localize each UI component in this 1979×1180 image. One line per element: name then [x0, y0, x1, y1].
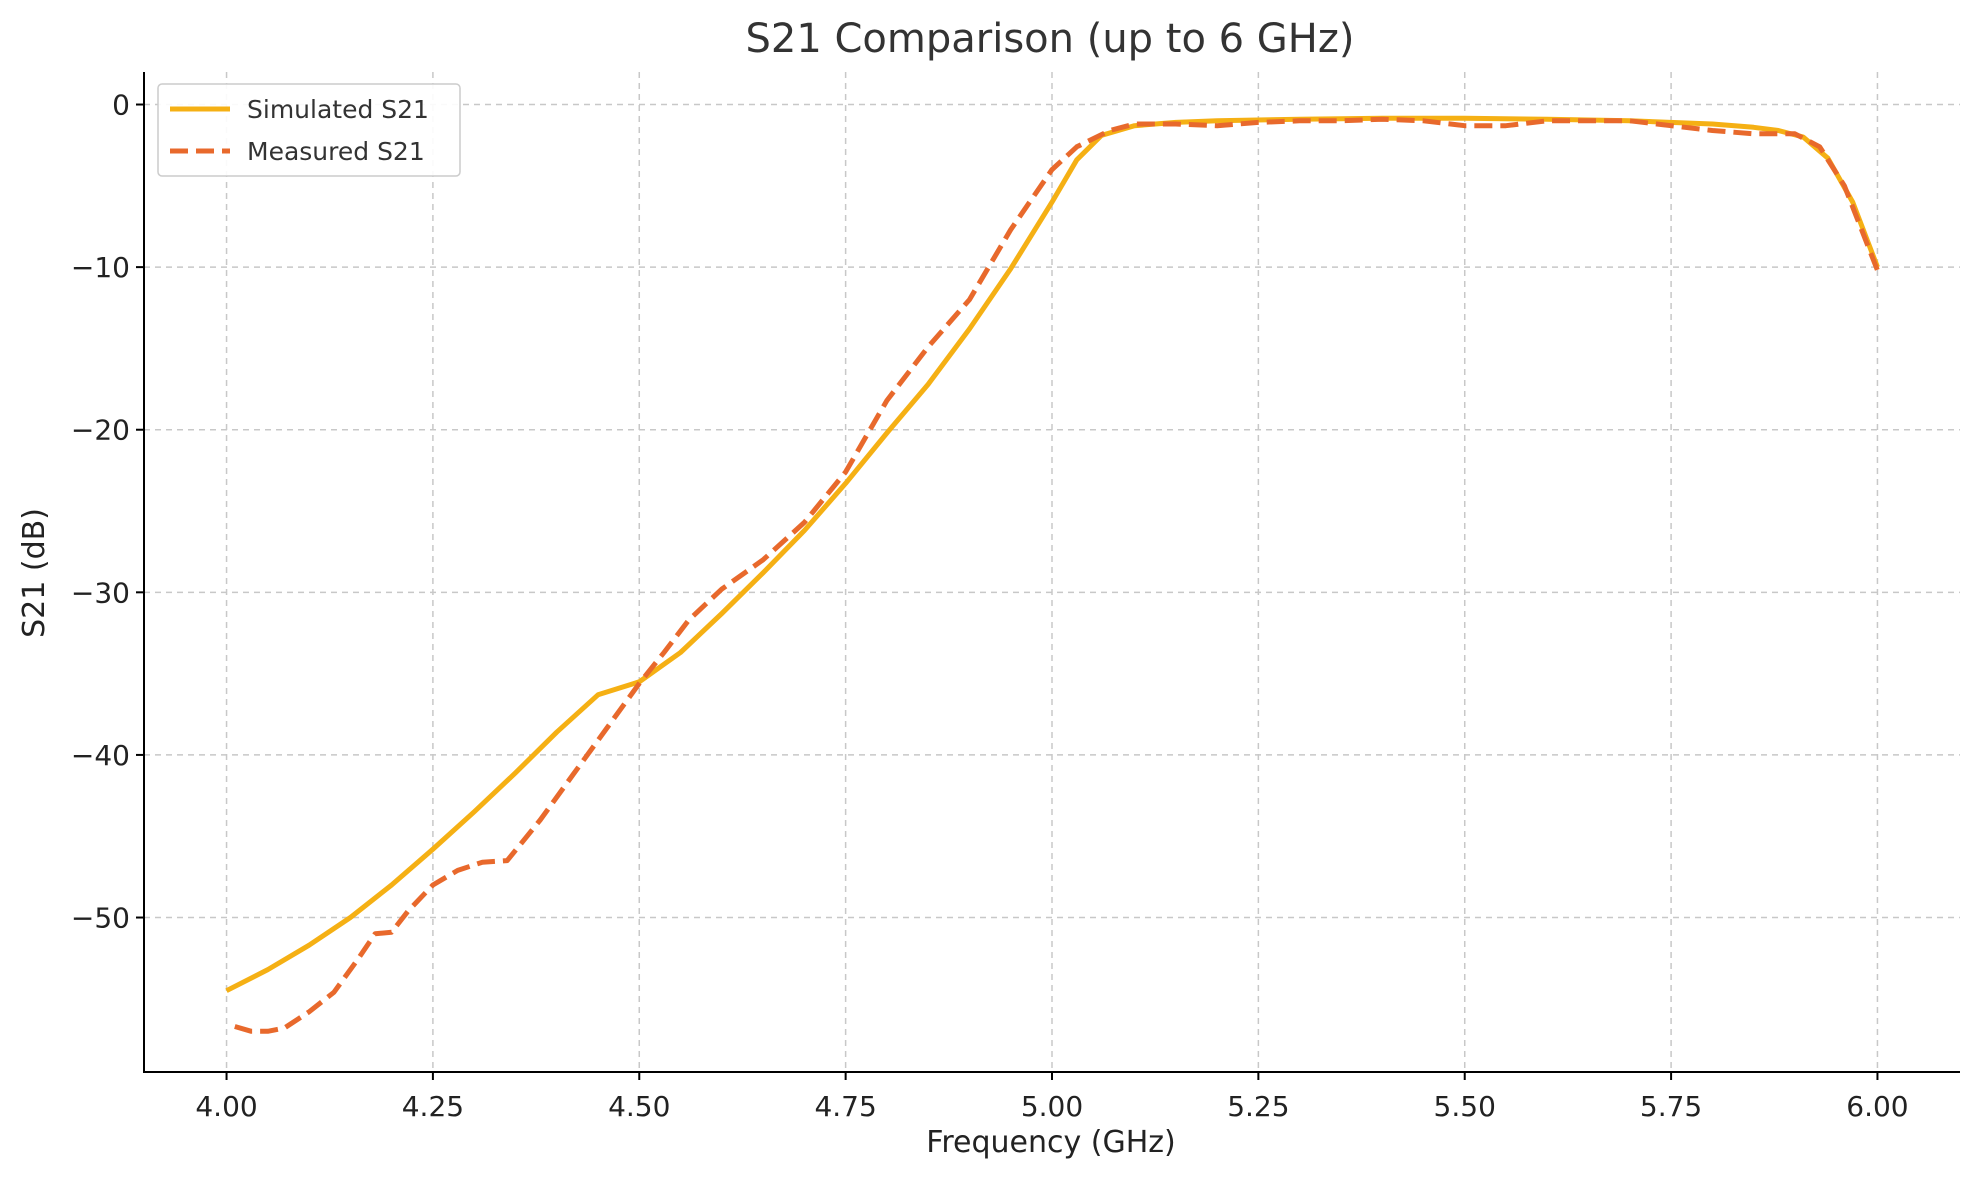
x-tick-label: 5.50 — [1434, 1090, 1496, 1123]
x-tick-label: 5.75 — [1640, 1090, 1702, 1123]
x-tick-label: 4.25 — [402, 1090, 464, 1123]
x-tick-label: 4.00 — [195, 1090, 257, 1123]
x-axis-label: Frequency (GHz) — [926, 1125, 1175, 1160]
axes: 4.00 4.25 4.50 4.75 5.00 5.25 5.50 5.75 6.00 0 −10… — [71, 72, 1960, 1123]
grid-lines — [144, 72, 1960, 1072]
y-tick-label: 0 — [112, 89, 130, 122]
y-tick-label: −30 — [71, 576, 130, 609]
x-tick-label: 4.50 — [608, 1090, 670, 1123]
y-tick-label: −20 — [71, 414, 130, 447]
chart-title: S21 Comparison (up to 6 GHz) — [746, 16, 1355, 62]
axis-spines — [143, 72, 1960, 1073]
y-axis-label: S21 (dB) — [17, 508, 52, 638]
legend-box — [157, 83, 461, 177]
x-tick-label: 5.25 — [1227, 1090, 1289, 1123]
y-tick-label: −50 — [71, 902, 130, 935]
legend-label: Measured S21 — [247, 137, 425, 166]
x-tick-label: 5.00 — [1021, 1090, 1083, 1123]
x-tick-label: 4.75 — [814, 1090, 876, 1123]
simulated-s21-line — [225, 115, 1880, 993]
legend-label: Simulated S21 — [247, 95, 429, 124]
x-tick-label: 6.00 — [1846, 1090, 1908, 1123]
legend: Simulated S21 Measured S21 — [157, 83, 461, 177]
y-tick-label: −40 — [71, 739, 130, 772]
y-tick-label: −10 — [71, 251, 130, 284]
plot-series — [225, 115, 1880, 1034]
measured-s21-line — [234, 116, 1880, 1034]
